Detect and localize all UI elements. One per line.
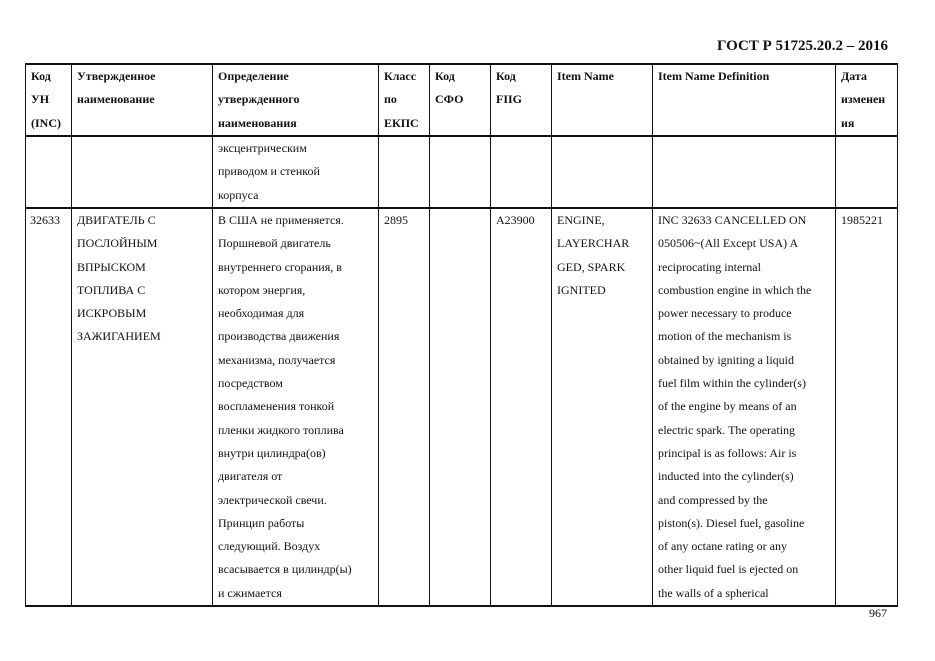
cell-fiig: A23900 [490, 208, 552, 608]
cell-inc: 32633 [25, 208, 72, 608]
table-row: эксцентрическим приводом и стенкой корпу… [25, 136, 898, 209]
cell-inc [25, 136, 72, 209]
cell-change-date: 1985221 [835, 208, 898, 608]
cell-class [378, 136, 430, 209]
cell-definition: В США не применяется. Поршневой двигател… [212, 208, 379, 608]
table-header-row: Код УН (INC) Утвержденное наименование О… [25, 63, 898, 137]
cell-item-name: ENGINE, LAYERCHAR GED, SPARK IGNITED [551, 208, 653, 608]
cell-approved-name [71, 136, 213, 209]
cell-item-name [551, 136, 653, 209]
cell-sfo [429, 208, 491, 608]
cell-class: 2895 [378, 208, 430, 608]
cell-sfo [429, 136, 491, 209]
col-header-inc: Код УН (INC) [25, 63, 72, 137]
col-header-fiig: Код FIIG [490, 63, 552, 137]
col-header-class: Класс по ЕКПС [378, 63, 430, 137]
cell-approved-name: ДВИГАТЕЛЬ С ПОСЛОЙНЫМ ВПРЫСКОМ ТОПЛИВА С… [71, 208, 213, 608]
cell-item-definition: INC 32633 CANCELLED ON 050506~(All Excep… [652, 208, 836, 608]
cell-item-definition [652, 136, 836, 209]
page-number: 967 [869, 606, 887, 620]
cell-definition: эксцентрическим приводом и стенкой корпу… [212, 136, 379, 209]
col-header-approved-name: Утвержденное наименование [71, 63, 213, 137]
col-header-sfo: Код СФО [429, 63, 491, 137]
table-row: 32633 ДВИГАТЕЛЬ С ПОСЛОЙНЫМ ВПРЫСКОМ ТОП… [25, 208, 898, 608]
col-header-definition: Определение утвержденного наименования [212, 63, 379, 137]
cell-fiig [490, 136, 552, 209]
document-title: ГОСТ Р 51725.20.2 – 2016 [716, 38, 888, 54]
col-header-change-date: Дата изменен ия [835, 63, 898, 137]
items-table: Код УН (INC) Утвержденное наименование О… [25, 63, 898, 608]
cell-change-date [835, 136, 898, 209]
col-header-item-definition: Item Name Definition [652, 63, 836, 137]
col-header-item-name: Item Name [551, 63, 653, 137]
